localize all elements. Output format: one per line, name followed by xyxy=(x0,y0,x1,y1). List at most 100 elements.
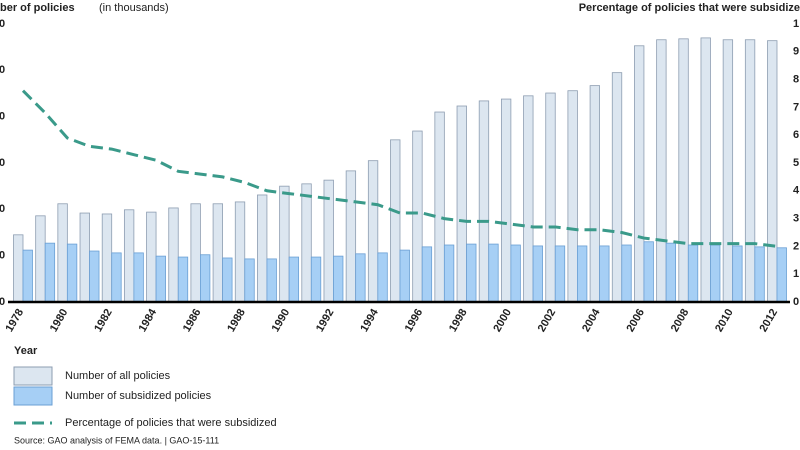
y2-tick-label: 9 xyxy=(793,46,799,58)
bar xyxy=(577,245,588,303)
bar xyxy=(168,207,179,303)
bar xyxy=(266,258,277,303)
bar xyxy=(611,72,623,303)
bar xyxy=(621,244,632,303)
y-tick-label: 0 xyxy=(0,157,5,169)
x-tick-label: 1994 xyxy=(358,306,381,334)
bar xyxy=(443,244,455,303)
bar xyxy=(478,100,490,303)
x-tick-label: 1984 xyxy=(137,306,160,334)
bar xyxy=(190,203,201,303)
y2-tick-label: 6 xyxy=(793,129,799,141)
bar xyxy=(355,253,366,303)
bar xyxy=(545,92,556,303)
bar xyxy=(244,258,255,303)
bar xyxy=(599,245,610,303)
bar xyxy=(456,105,467,303)
x-tick-label: 2002 xyxy=(536,307,559,334)
bar xyxy=(776,247,787,303)
bar xyxy=(133,252,144,303)
y2-tick-label: 2 xyxy=(793,240,799,252)
bar xyxy=(279,185,290,303)
y-tick-label: 0 xyxy=(0,18,5,30)
x-tick-label: 2012 xyxy=(757,307,780,334)
bar xyxy=(101,213,113,303)
legend-swatch xyxy=(13,366,53,386)
bar xyxy=(532,245,543,303)
x-tick-label: 1988 xyxy=(225,307,248,334)
y2-tick-label: 8 xyxy=(793,74,799,86)
y-axis-title: ber of policies xyxy=(0,2,75,14)
y2-tick-label: 1 xyxy=(793,18,799,30)
bar xyxy=(589,85,600,303)
bar xyxy=(155,255,166,303)
bar xyxy=(44,242,56,303)
bar xyxy=(488,243,499,303)
bar xyxy=(333,255,344,303)
bar xyxy=(123,209,135,303)
bar xyxy=(434,111,445,303)
x-tick-label: 2004 xyxy=(580,306,603,334)
bar xyxy=(665,242,677,303)
y-tick-label: 0 xyxy=(0,203,5,215)
bar xyxy=(722,39,734,303)
y2-tick-label: 7 xyxy=(793,101,799,113)
x-tick-label: 1990 xyxy=(270,307,293,334)
bar xyxy=(687,244,699,303)
x-tick-label: 2006 xyxy=(624,307,647,334)
bar xyxy=(554,245,566,303)
x-tick-label: 1998 xyxy=(447,307,470,334)
bar xyxy=(367,160,379,303)
x-tick-label: 1978 xyxy=(3,307,26,334)
y-tick-label: 0 xyxy=(0,111,5,123)
bar xyxy=(79,212,90,303)
bar xyxy=(390,139,401,303)
bar xyxy=(257,194,268,303)
y2-tick-label: 1 xyxy=(793,268,799,280)
bar xyxy=(288,256,300,303)
bar xyxy=(634,45,645,303)
bar xyxy=(412,130,423,303)
bar xyxy=(643,241,654,303)
bar xyxy=(466,243,477,303)
bar xyxy=(377,252,388,303)
x-tick-label: 1980 xyxy=(48,307,71,334)
bar xyxy=(567,90,578,303)
bar xyxy=(200,254,211,303)
x-axis-title: Year xyxy=(14,345,38,357)
y2-tick-label: 4 xyxy=(793,185,800,197)
x-tick-label: 2000 xyxy=(491,307,514,334)
legend-label: Number of subsidized policies xyxy=(65,390,212,402)
bar xyxy=(767,40,778,303)
bar xyxy=(57,203,68,303)
line-series xyxy=(21,89,778,248)
bar xyxy=(710,244,721,303)
x-tick-label: 2010 xyxy=(713,307,736,334)
legend-swatch xyxy=(13,386,53,406)
bar xyxy=(399,249,410,303)
legend-label: Percentage of policies that were subsidi… xyxy=(65,417,277,429)
x-tick-label: 1996 xyxy=(403,307,426,334)
bar xyxy=(177,256,189,303)
bar xyxy=(678,38,689,303)
y-tick-label: 0 xyxy=(0,64,5,76)
y-tick-label: 0 xyxy=(0,296,5,308)
bar xyxy=(500,98,512,303)
y-axis-note: (in thousands) xyxy=(99,2,169,14)
bar xyxy=(35,215,46,303)
bar xyxy=(111,252,122,303)
bar xyxy=(510,244,521,303)
x-tick-label: 1982 xyxy=(92,307,115,334)
bar xyxy=(523,95,534,303)
bar xyxy=(421,246,433,303)
y2-tick-label: 5 xyxy=(793,157,799,169)
bar xyxy=(212,203,223,303)
x-tick-label: 2008 xyxy=(669,307,692,334)
bar xyxy=(700,37,711,303)
bar xyxy=(66,243,78,303)
bar xyxy=(234,201,246,303)
bar xyxy=(744,39,756,303)
y-tick-label: 0 xyxy=(0,250,5,262)
bar xyxy=(146,211,157,303)
x-tick-label: 1992 xyxy=(314,307,337,334)
